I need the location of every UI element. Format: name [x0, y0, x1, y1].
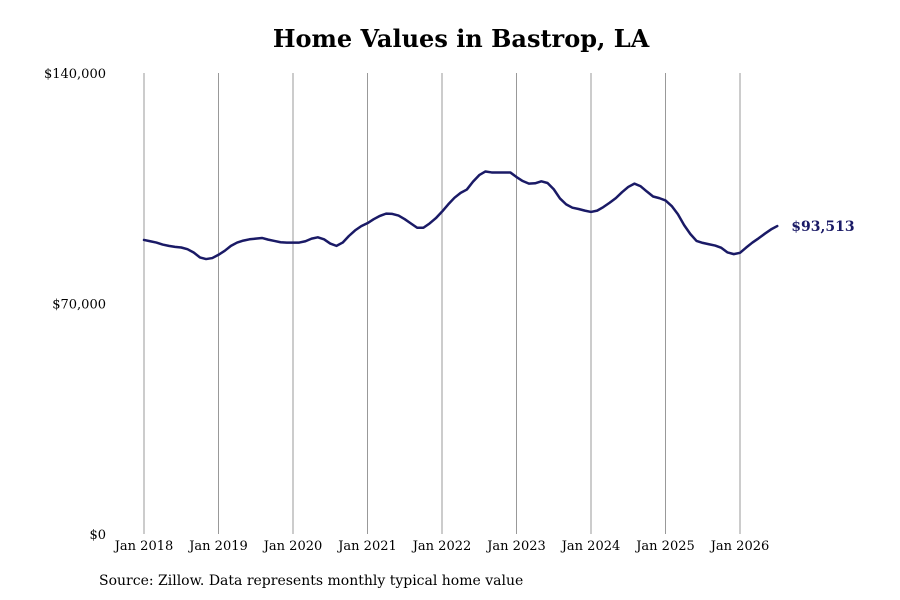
y-tick-label: $70,000 [52, 298, 106, 313]
x-tick-label: Jan 2023 [485, 539, 546, 554]
x-tick-label: Jan 2024 [560, 539, 621, 554]
x-tick-label: Jan 2025 [634, 539, 695, 554]
x-tick-label: Jan 2022 [411, 539, 472, 554]
x-tick-label: Jan 2026 [709, 539, 770, 554]
end-value-label: $93,513 [791, 219, 854, 235]
end-label-layer: $93,513 [791, 219, 854, 235]
chart-title: Home Values in Bastrop, LA [272, 24, 650, 53]
series-layer [142, 170, 779, 261]
x-axis-ticks: Jan 2018 Jan 2019 Jan 2020 Jan 2021 Jan 2022… [113, 539, 770, 554]
y-tick-label: $140,000 [44, 67, 106, 82]
y-tick-label: $0 [89, 528, 106, 543]
grid-lines [143, 73, 741, 534]
x-tick-label: Jan 2021 [336, 539, 397, 554]
series-line-0 [142, 170, 779, 261]
source-note: Source: Zillow. Data represents monthly … [99, 573, 524, 589]
x-tick-label: Jan 2020 [262, 539, 323, 554]
x-tick-label: Jan 2018 [113, 539, 174, 554]
x-tick-label: Jan 2019 [187, 539, 248, 554]
y-axis-ticks: $0 $70,000 $140,000 [44, 67, 106, 543]
